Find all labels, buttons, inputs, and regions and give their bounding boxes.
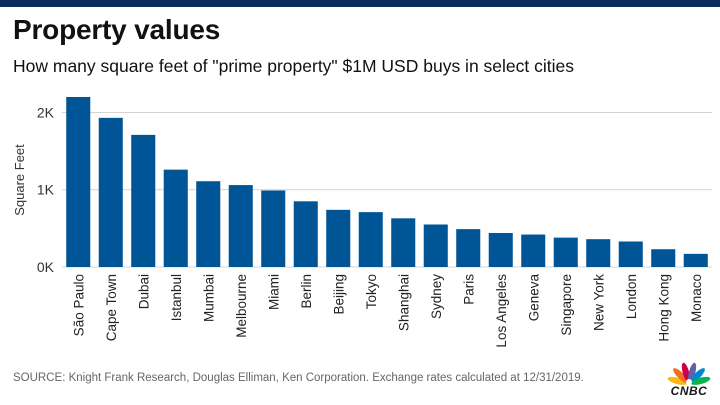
x-tick-label: São Paulo	[71, 274, 86, 336]
x-tick-label: Los Angeles	[494, 274, 509, 348]
brand-text: CNBC	[670, 384, 708, 398]
bar	[326, 209, 351, 267]
x-tick-label: Istanbul	[169, 274, 184, 321]
x-tick-label: New York	[591, 274, 606, 331]
bar	[456, 229, 481, 267]
x-tick-label: Singapore	[559, 274, 574, 336]
peacock-icon	[667, 362, 711, 385]
y-axis-label: Square Feet	[12, 144, 27, 216]
bar	[98, 117, 123, 267]
chart-title: Property values	[13, 14, 221, 45]
bar-chart: 0K 1K 2K São Paulo Cape Town Dubai Istanbul Mu…	[12, 97, 712, 348]
source-note: SOURCE: Knight Frank Research, Douglas E…	[13, 372, 584, 384]
x-tick-label: London	[624, 274, 639, 319]
x-tick-label: Sydney	[429, 274, 444, 319]
bar	[358, 212, 383, 267]
y-tick-label: 2K	[37, 104, 55, 120]
x-tick-label: Geneva	[526, 274, 541, 322]
x-tick-label: Cape Town	[104, 274, 119, 341]
x-tick-label: Melbourne	[234, 274, 249, 338]
top-bar	[0, 0, 720, 7]
x-tick-label: Tokyo	[364, 274, 379, 309]
bar	[683, 253, 708, 267]
x-tick-labels: São Paulo Cape Town Dubai Istanbul Mumbai Mel…	[71, 274, 704, 348]
grid-lines	[62, 111, 712, 268]
bar	[196, 181, 221, 267]
bar	[131, 134, 156, 267]
x-tick-label: Dubai	[136, 274, 151, 309]
bar	[553, 237, 578, 267]
bar	[293, 201, 318, 267]
x-tick-label: Shanghai	[396, 274, 411, 331]
x-tick-label: Monaco	[689, 274, 704, 322]
bar	[228, 185, 253, 267]
x-tick-label: Beijing	[331, 274, 346, 315]
bar	[618, 241, 643, 267]
x-tick-label: Berlin	[299, 274, 314, 309]
bar	[488, 233, 513, 267]
cnbc-logo: CNBC	[664, 354, 714, 400]
y-tick-label: 0K	[37, 259, 55, 275]
x-tick-label: Paris	[461, 274, 476, 305]
bar	[521, 234, 546, 267]
bar	[163, 169, 188, 267]
bar	[391, 218, 416, 267]
bar	[586, 239, 611, 267]
y-tick-labels: 0K 1K 2K	[37, 104, 55, 275]
x-tick-label: Miami	[266, 274, 281, 310]
y-tick-label: 1K	[37, 182, 55, 198]
bar	[651, 249, 676, 267]
x-tick-label: Hong Kong	[656, 274, 671, 342]
bar	[423, 224, 448, 267]
bar	[261, 190, 286, 267]
bar	[66, 97, 91, 267]
chart-subtitle: How many square feet of "prime property"…	[13, 56, 574, 76]
x-tick-label: Mumbai	[201, 274, 216, 322]
bars	[66, 97, 708, 267]
